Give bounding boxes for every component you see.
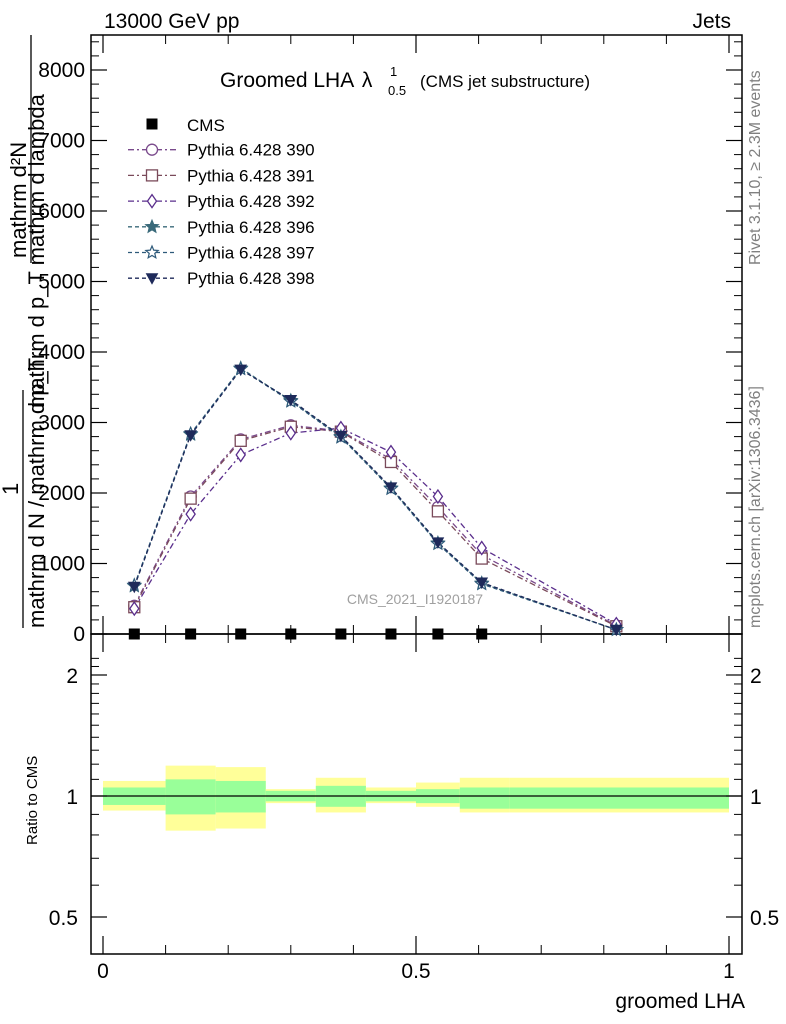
- series-point: [476, 540, 488, 556]
- legend-marker: [144, 244, 160, 260]
- main-ytick-label: 3000: [38, 412, 85, 435]
- analysis-watermark: CMS_2021_I1920187: [347, 591, 483, 607]
- series-point: [185, 506, 196, 522]
- series-point: [609, 624, 623, 637]
- ratio-band-inner: [215, 780, 266, 813]
- series-point: [235, 447, 247, 463]
- cms-point: [128, 628, 140, 640]
- main-ytick-label: 1000: [38, 553, 85, 576]
- series-point: [334, 430, 348, 443]
- plot-title-sub: 0.5: [388, 83, 406, 98]
- series-point: [127, 581, 141, 594]
- legend-label: Pythia 6.428 390: [187, 141, 315, 160]
- plot-title-symbol: λ: [362, 69, 373, 92]
- energy-label: 13000 GeV pp: [104, 10, 239, 33]
- legend-marker: [145, 273, 159, 285]
- cms-point: [476, 628, 488, 640]
- x-axis-label: groomed LHA: [615, 990, 745, 1013]
- series-point: [384, 482, 398, 494]
- series-markers: [126, 360, 624, 637]
- legend-marker: [145, 143, 159, 156]
- series-line: [133, 427, 617, 625]
- cms-point: [185, 628, 197, 640]
- series-point: [432, 488, 444, 505]
- ratio-band-inner: [459, 787, 510, 809]
- legend-label: Pythia 6.428 398: [187, 269, 315, 288]
- series-point: [431, 537, 445, 549]
- series-point: [284, 394, 298, 407]
- main-ticks: 0 1000 2000 3000 4000 5000 6000 7000 8000: [38, 41, 742, 646]
- cms-point: [335, 628, 347, 640]
- main-ytick-label: 2000: [38, 482, 85, 505]
- series-point: [385, 444, 397, 460]
- legend-marker: [144, 218, 160, 234]
- main-ytick-label: 0: [73, 623, 85, 646]
- series-point: [234, 434, 247, 447]
- cms-points: [128, 628, 488, 640]
- process-label: Jets: [692, 10, 731, 33]
- legend: CMS Pythia 6.428 390 Pythia 6.428 391 Pythi…: [128, 116, 315, 288]
- legend-marker: [146, 193, 158, 209]
- ylabel-bottom: mathrm d N / mathrm d p_T: [24, 358, 49, 628]
- ylabel-one: 1: [0, 483, 23, 495]
- ylabel-den: mathrm d p_T mathrm d lambda: [24, 93, 49, 408]
- series-point: [475, 577, 489, 590]
- ylabel-num: mathrm d²N: [6, 142, 31, 258]
- plot-title: Groomed LHA λ: [220, 69, 373, 92]
- series-point: [184, 430, 197, 442]
- xtick-label: 1: [723, 960, 735, 983]
- main-ytick-label: 5000: [38, 271, 85, 294]
- main-ytick-label: 7000: [38, 130, 85, 153]
- series-point: [184, 492, 197, 505]
- cms-point: [235, 628, 247, 640]
- ratio-bands: [103, 765, 729, 831]
- ratio-band-inner: [165, 779, 216, 815]
- xtick-label: 0: [97, 960, 109, 983]
- mcplots-label: mcplots.cern.ch [arXiv:1306.3436]: [747, 386, 764, 628]
- ratio-ticks: 0.5 0.5 1 1 2 2: [49, 657, 779, 930]
- cms-point: [285, 628, 297, 640]
- legend-marker: [145, 169, 159, 182]
- ratio-ytick-label: 0.5: [49, 907, 78, 930]
- cms-point: [432, 628, 444, 640]
- series-point: [234, 364, 248, 377]
- ratio-ytick-label: 1: [66, 786, 78, 809]
- series-point: [129, 600, 140, 617]
- legend-marker-cms: [146, 118, 158, 130]
- main-ylabel: mathrm d²N mathrm d p_T mathrm d lambda …: [0, 35, 49, 628]
- ratio-ytick-label-right: 2: [750, 665, 762, 688]
- ratio-ytick-label: 2: [66, 665, 78, 688]
- legend-label: Pythia 6.428 397: [187, 244, 315, 263]
- main-ytick-label: 6000: [38, 200, 85, 223]
- series-point: [285, 425, 297, 441]
- ratio-ylabel: Ratio to CMS: [24, 756, 41, 845]
- legend-label: Pythia 6.428 391: [187, 166, 315, 185]
- series-point: [431, 505, 445, 518]
- cms-point: [385, 628, 397, 640]
- ratio-band-inner: [509, 787, 729, 809]
- main-ytick-label: 8000: [38, 59, 85, 82]
- rivet-label: Rivet 3.1.10, ≥ 2.3M events: [747, 70, 764, 265]
- legend-label-cms: CMS: [187, 116, 225, 135]
- ratio-ytick-label-right: 1: [750, 786, 762, 809]
- legend-label: Pythia 6.428 396: [187, 218, 315, 237]
- ratio-ytick-label-right: 0.5: [750, 907, 779, 930]
- plot-title-main: Groomed LHA: [220, 69, 354, 92]
- xtick-label: 0.5: [401, 960, 430, 983]
- plot-title-sup: 1: [390, 64, 397, 79]
- main-ytick-label: 4000: [38, 341, 85, 364]
- plot-subtitle: (CMS jet substructure): [420, 72, 590, 91]
- legend-label: Pythia 6.428 392: [187, 192, 315, 211]
